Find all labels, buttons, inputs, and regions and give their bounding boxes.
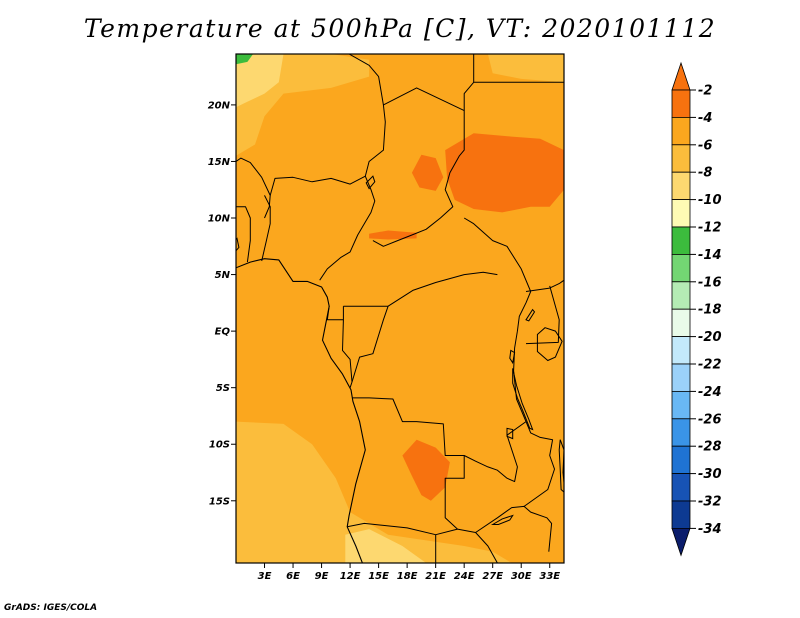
lon-tick-label: 12E [340,571,361,582]
lat-tick-label: 20N [208,100,231,111]
colorbar-bin [671,171,691,200]
colorbar: -2 -4 -6 -8 -10 -12 -14 -16 -18 -20 -22 -24 -26 -28 -3… [671,61,722,557]
colorbar-top-arrow [671,61,691,91]
lake-kariba [490,514,514,525]
region-warm-zambia-blob [402,439,450,501]
lake-tanganyika [512,368,534,431]
lon-tick-label: 3E [258,571,272,582]
colorbar-tick-label: -30 [698,467,722,482]
lon-tick-label: 21E [425,571,446,582]
lon-tick-label: 18E [397,571,418,582]
lake-volta [236,237,240,252]
border-line [236,157,271,219]
colorbar-bin [671,336,691,365]
colorbar-tick-label: -28 [698,440,722,455]
colorbar-tick-label: -32 [698,495,722,510]
region-warm-chad-blob [411,154,444,191]
border-line [463,54,475,111]
temperature-regions [236,54,564,563]
border-line [523,421,555,507]
colorbar-tick-label: -18 [698,303,722,318]
region-coolest-corner [236,54,254,65]
lon-tick-label: 9E [315,571,329,582]
colorbar-tick-label: -8 [698,166,712,181]
border-line [236,206,251,263]
lat-tick-label: 15S [209,496,230,507]
lake-victoria [536,327,563,362]
colorbar-bin [671,445,691,475]
border-line [261,195,271,262]
colorbar-bin [671,418,691,447]
colorbar-tick-label: -16 [698,275,722,290]
lon-tick-label: 33E [539,571,560,582]
lon-tick-label: 6E [286,571,300,582]
border-line [352,397,476,533]
lat-tick-label: 10N [208,214,231,225]
region-cool-upper-left-patch [236,54,284,108]
colorbar-tick-label: -26 [698,412,722,427]
colorbar-tick-label: -12 [698,221,722,236]
colorbar-bin [671,281,691,310]
border-line [525,285,560,345]
grads-credit: GrADS: IGES/COLA [4,603,98,613]
colorbar-bin [671,473,691,502]
colorbar-bin [671,226,691,255]
lon-tick-label: 24E [454,571,475,582]
border-line [347,522,458,536]
lat-tick-label: 10S [209,440,230,451]
colorbar-tick-label: -6 [698,138,712,153]
region-warm-northeast-core [445,133,564,213]
colorbar-bin [671,363,691,392]
colorbar-bin [671,199,691,228]
colorbar-bin [671,308,691,338]
border-line [319,176,376,281]
lake-chad [365,175,376,190]
colorbar-bin [671,390,691,420]
lat-tick-label: 5N [215,270,231,281]
region-cool-south-band [236,421,512,563]
region-warm-strip-central [369,230,417,240]
colorbar-bin [671,117,691,146]
lat-tick-label: 15N [208,157,231,168]
axis-ticks: 20N 15N 10N 5N EQ 5S 10S 15S 3E 6E 9E 12E 15E 18E 21E 2… [208,100,561,582]
country-borders [236,54,564,563]
lon-tick-label: 15E [368,571,389,582]
border-line [463,421,527,483]
lat-tick-label: 5S [216,383,230,394]
border-line [475,505,553,552]
border-line [342,319,353,383]
region-cool-bottom-patch [345,529,427,563]
lat-tick-label: EQ [215,327,231,338]
lon-tick-label: 30E [511,571,532,582]
lake-kivu [509,349,516,365]
border-line [269,175,366,196]
lake-mweru [506,427,514,440]
border-line [348,54,386,177]
colorbar-bin [671,500,691,529]
map-title: Temperature at 500hPa [C], VT: 202010111… [83,14,717,43]
colorbar-bottom-arrow [671,528,691,557]
colorbar-tick-label: -2 [698,84,712,99]
lake-albert [525,308,536,322]
colorbar-tick-label: -4 [698,111,712,126]
colorbar-tick-label: -34 [698,522,722,537]
border-line [525,279,564,292]
colorbar-tick-label: -14 [698,248,722,263]
colorbar-bin [671,144,691,173]
region-cool-ne-patch [487,54,564,83]
colorbar-tick-label: -20 [698,330,722,345]
colorbar-tick-label: -22 [698,358,722,373]
border-line [372,87,465,247]
colorbar-tick-label: -24 [698,385,722,400]
border-line [475,532,498,563]
border-line [349,306,389,388]
colorbar-tick-label: -10 [698,193,722,208]
coastline [236,258,366,563]
lon-tick-label: 27E [482,571,503,582]
colorbar-bin [671,89,691,118]
colorbar-bin [671,253,691,283]
plot-frame [235,53,565,564]
